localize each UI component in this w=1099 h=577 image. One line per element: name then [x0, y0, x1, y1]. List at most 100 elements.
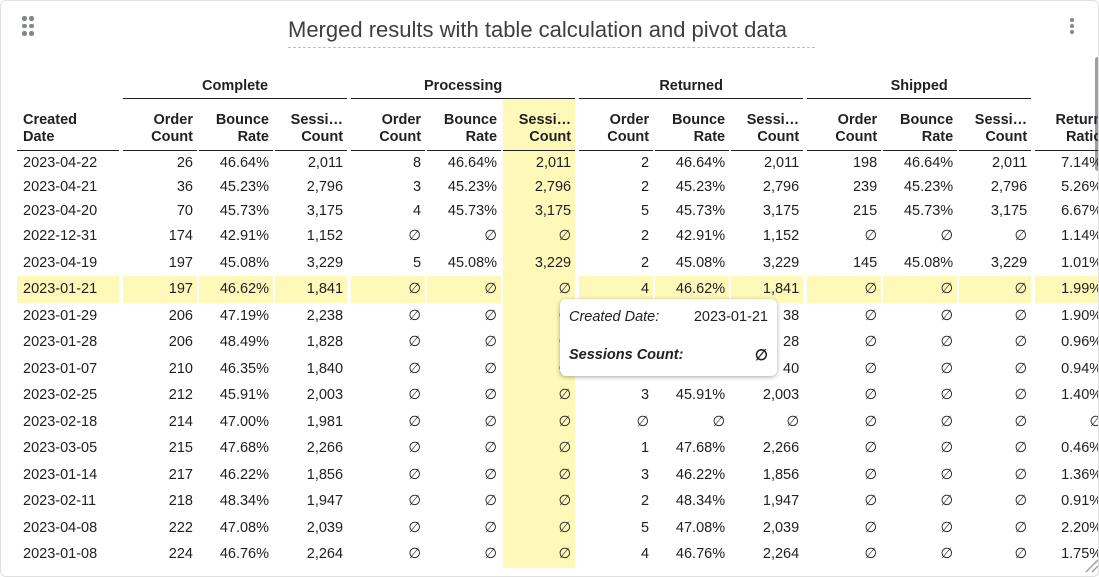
- table-row[interactable]: 2023-04-08 222 47.08% 2,039 ∅ ∅ ∅ 5 47.08% 2,039 ∅…: [17, 514, 1099, 541]
- column-header[interactable]: Bounce Rate: [883, 99, 958, 151]
- table-cell[interactable]: 3,229: [990, 254, 1028, 271]
- table-cell[interactable]: ∅: [864, 360, 878, 377]
- table-cell[interactable]: 1,152: [306, 228, 344, 245]
- table-cell[interactable]: 45.08%: [447, 254, 498, 271]
- table-cell[interactable]: ∅: [351, 276, 426, 303]
- table-cell[interactable]: 2,796: [990, 179, 1028, 195]
- table-cell[interactable]: ∅: [484, 307, 498, 324]
- table-cell[interactable]: 36: [176, 179, 193, 195]
- table-cell[interactable]: 5: [412, 254, 422, 271]
- table-cell[interactable]: ∅: [503, 461, 576, 488]
- table-cell[interactable]: 1.90%: [1061, 307, 1099, 324]
- table-cell[interactable]: 1,152: [762, 228, 800, 245]
- column-header[interactable]: Order Count: [351, 99, 426, 151]
- table-cell[interactable]: 3,229: [503, 249, 576, 276]
- table-cell[interactable]: ∅: [940, 387, 954, 404]
- table-cell[interactable]: 7.14%: [1061, 155, 1099, 171]
- table-cell[interactable]: 2,011: [991, 155, 1028, 171]
- table-cell[interactable]: 3,229: [762, 254, 800, 271]
- table-cell[interactable]: 2.20%: [1061, 519, 1099, 536]
- date-cell[interactable]: 2023-01-08: [23, 546, 98, 563]
- more-vert-icon[interactable]: [1064, 14, 1080, 38]
- table-cell[interactable]: ∅: [408, 307, 422, 324]
- table-row[interactable]: 2023-02-25 212 45.91% 2,003 ∅ ∅ ∅ 3 45.91% 2,003 ∅…: [17, 382, 1098, 409]
- table-cell[interactable]: ∅: [1014, 519, 1028, 536]
- column-header[interactable]: Created Date: [17, 99, 119, 151]
- table-cell[interactable]: ∅: [484, 493, 498, 510]
- table-cell[interactable]: ∅: [484, 466, 498, 483]
- table-cell[interactable]: 26: [176, 155, 193, 171]
- date-cell[interactable]: 2023-01-07: [23, 360, 98, 377]
- table-cell[interactable]: ∅: [408, 387, 422, 404]
- table-cell[interactable]: 0.46%: [1061, 440, 1099, 457]
- table-cell[interactable]: 0.91%: [1061, 493, 1099, 510]
- table-cell[interactable]: ∅: [503, 408, 576, 435]
- column-header[interactable]: Bounce Rate: [199, 99, 273, 151]
- table-row[interactable]: 2023-01-21 197 46.62% 1,841 ∅ ∅ ∅ 4 46.62% 1,841 ∅…: [17, 276, 1098, 303]
- column-header[interactable]: Return Ratio: [1035, 99, 1098, 151]
- table-row[interactable]: 2023-01-08 224 46.76% 2,264 ∅ ∅ ∅ 4 46.76% 2,264 ∅…: [17, 541, 1099, 568]
- table-cell[interactable]: 48.34%: [675, 493, 726, 510]
- table-cell[interactable]: ∅: [940, 519, 954, 536]
- table-cell[interactable]: 46.62%: [199, 276, 273, 303]
- table-cell[interactable]: 212: [168, 387, 193, 404]
- table-cell[interactable]: 45.23%: [219, 179, 269, 195]
- table-cell[interactable]: 1,841: [275, 276, 348, 303]
- table-cell[interactable]: ∅: [940, 493, 954, 510]
- table-cell[interactable]: ∅: [1014, 360, 1028, 377]
- table-cell[interactable]: 2,003: [306, 387, 344, 404]
- table-cell[interactable]: 174: [168, 228, 193, 245]
- table-cell[interactable]: 218: [168, 493, 193, 510]
- table-cell[interactable]: 46.76%: [675, 546, 726, 563]
- table-cell[interactable]: 210: [168, 360, 193, 377]
- table-cell[interactable]: ∅: [940, 307, 954, 324]
- column-header[interactable]: Sessi… Count: [959, 99, 1032, 151]
- table-cell[interactable]: 28: [783, 334, 800, 351]
- date-cell[interactable]: 2023-01-14: [23, 466, 98, 483]
- table-cell[interactable]: 2,796: [503, 175, 576, 199]
- column-header[interactable]: Sessi… Count: [503, 99, 576, 151]
- table-cell[interactable]: ∅: [864, 493, 878, 510]
- table-cell[interactable]: ∅: [864, 413, 878, 430]
- table-cell[interactable]: 0.96%: [1061, 334, 1099, 351]
- date-cell[interactable]: 2023-02-25: [23, 387, 98, 404]
- table-cell[interactable]: 3: [412, 179, 422, 195]
- table-cell[interactable]: 1.99%: [1035, 276, 1098, 303]
- table-cell[interactable]: 45.73%: [903, 203, 954, 219]
- table-cell[interactable]: ∅: [807, 276, 882, 303]
- table-cell[interactable]: ∅: [1014, 466, 1028, 483]
- table-cell[interactable]: 40: [783, 360, 800, 377]
- table-cell[interactable]: 1.75%: [1061, 546, 1099, 563]
- table-cell[interactable]: ∅: [864, 546, 878, 563]
- table-cell[interactable]: 47.00%: [219, 413, 269, 430]
- date-cell[interactable]: 2023-01-21: [17, 276, 119, 303]
- table-cell[interactable]: ∅: [427, 276, 502, 303]
- table-cell[interactable]: 2,264: [306, 546, 344, 563]
- table-cell[interactable]: ∅: [940, 334, 954, 351]
- column-header[interactable]: Order Count: [123, 99, 197, 151]
- date-cell[interactable]: 2023-03-05: [23, 440, 98, 457]
- table-cell[interactable]: 217: [168, 466, 193, 483]
- table-cell[interactable]: 46.22%: [675, 466, 726, 483]
- table-cell[interactable]: 2,039: [306, 519, 344, 536]
- table-cell[interactable]: 70: [176, 203, 193, 219]
- table-cell[interactable]: 45.91%: [675, 387, 726, 404]
- pivot-group-header[interactable]: Complete: [123, 74, 348, 99]
- table-cell[interactable]: ∅: [940, 466, 954, 483]
- date-cell[interactable]: 2023-02-11: [23, 493, 97, 510]
- table-row[interactable]: 2023-04-22 26 46.64% 2,011 8 46.64% 2,011 2 46.6…: [17, 151, 1099, 175]
- table-cell[interactable]: ∅: [1014, 440, 1028, 457]
- table-row[interactable]: 2023-01-14 217 46.22% 1,856 ∅ ∅ ∅ 3 46.22% 1,856 ∅…: [17, 461, 1098, 488]
- table-cell[interactable]: ∅: [484, 546, 498, 563]
- table-cell[interactable]: 4: [579, 276, 654, 303]
- date-cell[interactable]: 2023-04-20: [23, 203, 98, 219]
- table-cell[interactable]: ∅: [864, 228, 878, 245]
- table-cell[interactable]: 1.01%: [1061, 254, 1099, 271]
- table-cell[interactable]: ∅: [864, 307, 878, 324]
- table-cell[interactable]: 2: [641, 254, 650, 271]
- table-cell[interactable]: ∅: [484, 519, 498, 536]
- table-cell[interactable]: ∅: [864, 466, 878, 483]
- table-cell[interactable]: ∅: [864, 440, 878, 457]
- table-cell[interactable]: 48.34%: [219, 493, 269, 510]
